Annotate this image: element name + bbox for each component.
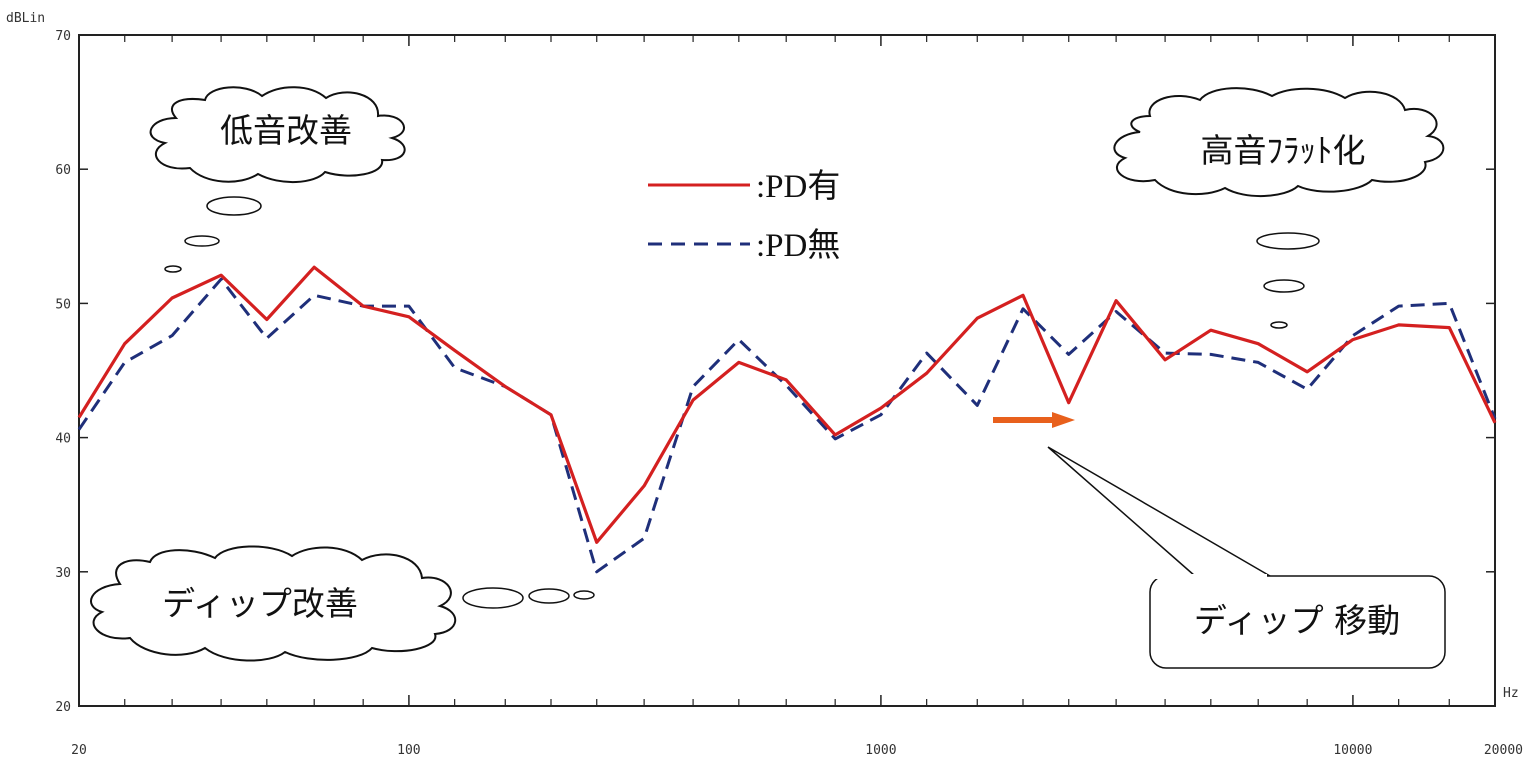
x-axis-unit: Hz	[1503, 686, 1519, 701]
legend-label-pd-off: :PD無	[756, 227, 840, 264]
bass-bubble-text: 低音改善	[220, 111, 352, 150]
bass-thought-bubble: 低音改善	[149, 86, 406, 273]
series-line-pd-on	[77, 265, 1497, 544]
series-line-pd-off	[77, 277, 1497, 574]
treble-bubble-text: 高音ﾌﾗｯﾄ化	[1201, 131, 1366, 170]
ticks-group: 20 30 40 50 60 70 20 100 1000 10000 20000	[55, 29, 1523, 758]
y-tick-label: 70	[55, 29, 71, 44]
legend-label-pd-on: :PD有	[756, 168, 840, 205]
y-tick-label: 20	[55, 700, 71, 715]
dip-move-callout: ディップ 移動	[1047, 446, 1446, 669]
dip-thought-bubble: ディップ改善	[90, 545, 595, 662]
y-tick-label: 40	[55, 432, 71, 447]
dip-move-text: ディップ 移動	[1194, 601, 1400, 640]
x-tick-label: 20	[71, 743, 87, 758]
x-tick-label: 100	[397, 743, 420, 758]
dip-bubble-text: ディップ改善	[162, 584, 358, 623]
x-tick-label: 10000	[1333, 743, 1372, 758]
x-tick-label: 1000	[865, 743, 896, 758]
y-tick-label: 60	[55, 163, 71, 178]
y-tick-label: 50	[55, 297, 71, 312]
x-tick-label: 20000	[1484, 743, 1523, 758]
y-axis-label: dBLin	[6, 11, 45, 26]
series-layer	[77, 265, 1497, 574]
y-tick-label: 30	[55, 566, 71, 581]
plot-area	[78, 34, 1496, 707]
legend: :PD有 :PD無	[648, 168, 840, 264]
treble-thought-bubble: 高音ﾌﾗｯﾄ化	[1113, 87, 1445, 329]
dip-shift-arrow	[993, 412, 1075, 428]
